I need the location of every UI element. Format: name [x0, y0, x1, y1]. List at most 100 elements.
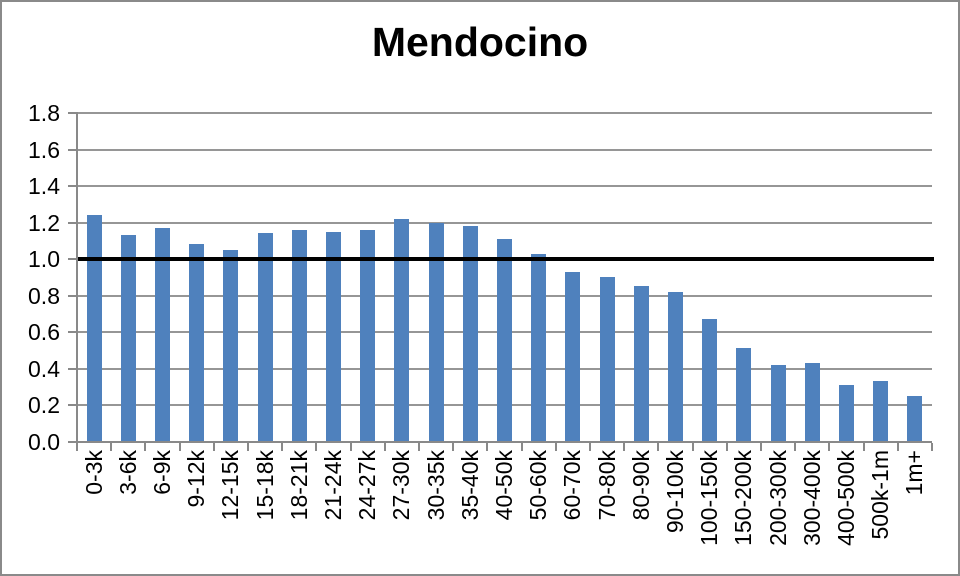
y-tick [68, 221, 78, 224]
gridline [77, 185, 932, 187]
y-tick-label: 1.0 [28, 246, 60, 272]
x-tick [725, 442, 728, 451]
x-tick-label-text: 18-21k [285, 450, 312, 521]
x-tick-label: 15-18k [248, 450, 282, 574]
x-tick-label-text: 9-12k [183, 450, 210, 508]
y-tick [68, 367, 78, 370]
x-tick [657, 442, 660, 451]
x-tick-label: 40-50k [487, 450, 521, 574]
x-tick-label: 3-6k [111, 450, 145, 574]
x-tick-label-text: 400-500k [832, 450, 859, 546]
bar [565, 271, 581, 442]
x-tick [554, 442, 557, 451]
x-tick-label-text: 27-30k [388, 450, 415, 521]
y-tick [68, 258, 78, 260]
y-tick-label: 0.8 [28, 282, 60, 309]
bar [702, 319, 718, 442]
y-tick-label: 0.0 [28, 428, 60, 455]
x-tick [383, 442, 386, 451]
x-tick-label-text: 80-90k [627, 450, 654, 521]
y-tick [68, 148, 78, 151]
x-axis-line [68, 440, 932, 443]
x-tick [862, 442, 865, 451]
bar [428, 222, 444, 442]
bar [873, 381, 889, 442]
x-tick-label-text: 35-40k [456, 450, 483, 521]
x-tick [794, 442, 797, 451]
bar [531, 253, 547, 442]
x-tick-label-text: 30-35k [422, 450, 449, 521]
x-tick-label: 18-21k [282, 450, 316, 574]
y-tick-label: 0.2 [28, 392, 60, 418]
x-tick-label-text: 200-300k [764, 450, 791, 546]
x-tick-label: 200-300k [761, 450, 795, 574]
x-tick [281, 442, 284, 451]
y-tick-label: 1.6 [28, 136, 60, 163]
bar [223, 249, 239, 442]
bar [394, 218, 410, 442]
x-tick-label: 0-3k [77, 450, 111, 574]
x-tick-label-text: 300-400k [798, 450, 825, 546]
gridline [77, 221, 932, 224]
x-tick [247, 442, 249, 451]
bar [599, 277, 615, 442]
x-tick [520, 442, 523, 451]
x-tick-label-text: 150-200k [730, 450, 757, 546]
bar [291, 229, 307, 442]
x-tick-label-text: 0-3k [80, 450, 107, 495]
x-tick [144, 442, 147, 451]
y-tick [68, 294, 78, 297]
x-tick-label: 500k-1m [864, 450, 898, 574]
x-tick-label-text: 100-150k [696, 450, 723, 546]
y-tick [68, 331, 78, 333]
x-tick-label: 27-30k [385, 450, 419, 574]
x-tick [486, 442, 489, 451]
x-tick-label: 70-80k [590, 450, 624, 574]
chart-title: Mendocino [371, 19, 589, 65]
x-tick [76, 442, 78, 451]
x-tick-label-text: 500k-1m [867, 450, 894, 540]
y-tick-label: 1.4 [28, 173, 60, 199]
x-tick-label-text: 21-24k [319, 450, 346, 521]
x-tick-label: 100-150k [693, 450, 727, 574]
x-tick [178, 442, 181, 451]
x-tick-label: 1m+ [898, 450, 932, 574]
bar [326, 231, 341, 442]
x-tick [896, 442, 899, 451]
x-tick-label: 60-70k [556, 450, 590, 574]
bar [736, 348, 752, 442]
x-tick-label-text: 15-18k [251, 450, 278, 521]
x-tick-label-text: 3-6k [114, 450, 141, 495]
bar [839, 384, 854, 442]
bar [155, 227, 170, 442]
x-tick-label: 35-40k [453, 450, 487, 574]
x-tick-label: 50-60k [522, 450, 556, 574]
y-tick-label: 1.2 [28, 209, 60, 236]
x-tick-label-text: 40-50k [490, 450, 517, 521]
bar [189, 244, 205, 442]
x-tick [623, 442, 626, 451]
x-tick-label-text: 6-9k [148, 450, 175, 495]
bar [804, 363, 820, 442]
y-tick-label: 0.4 [28, 355, 60, 382]
bar [86, 215, 102, 442]
x-tick-label-text: 70-80k [593, 450, 620, 521]
x-tick-label: 6-9k [145, 450, 179, 574]
x-tick [828, 442, 831, 451]
x-tick-label-text: 60-70k [559, 450, 586, 521]
x-tick-label-text: 50-60k [525, 450, 552, 521]
bar [497, 238, 512, 442]
x-tick-label: 21-24k [316, 450, 350, 574]
y-tick [68, 185, 78, 187]
y-axis-line [76, 113, 78, 450]
x-tick-label-text: 1m+ [901, 450, 928, 496]
gridline [77, 148, 932, 151]
x-tick [931, 442, 933, 451]
y-tick-label: 1.8 [28, 100, 60, 126]
gridline [77, 112, 932, 114]
x-tick-label: 9-12k [180, 450, 214, 574]
x-tick [418, 442, 420, 451]
x-tick-label: 24-27k [351, 450, 385, 574]
x-tick-label: 12-15k [214, 450, 248, 574]
